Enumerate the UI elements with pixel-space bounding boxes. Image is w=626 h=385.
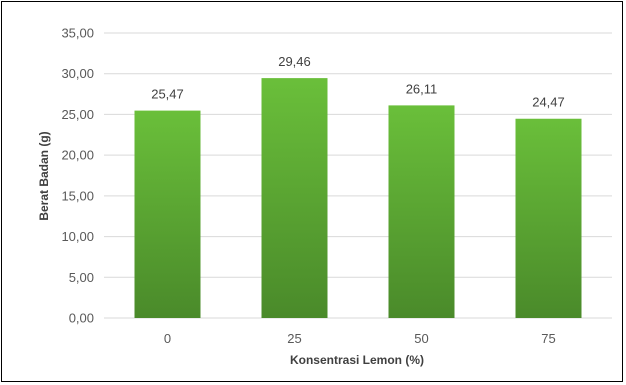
- bar-25: [261, 78, 328, 319]
- y-tick-label-5: 25,00: [61, 107, 94, 122]
- x-tick-label-75: 75: [541, 331, 555, 346]
- bars: [134, 78, 582, 319]
- bar-50: [388, 105, 455, 318]
- y-tick-label-1: 5,00: [69, 270, 94, 285]
- y-tick-label-7: 35,00: [61, 26, 94, 41]
- data-label-25: 29,46: [278, 54, 311, 69]
- data-label-75: 24,47: [532, 95, 565, 110]
- x-axis-ticks: 0 25 50 75: [164, 331, 556, 346]
- bar-0: [134, 110, 201, 318]
- y-axis-ticks: 0,00 5,00 10,00 15,00 20,00 25,00 30,00 35,00: [61, 26, 94, 326]
- x-tick-label-0: 0: [164, 331, 171, 346]
- bar-75: [515, 118, 582, 318]
- y-tick-label-6: 30,00: [61, 66, 94, 81]
- data-label-50: 26,11: [406, 81, 438, 96]
- y-tick-label-3: 15,00: [61, 188, 94, 203]
- x-tick-label-50: 50: [414, 331, 428, 346]
- y-tick-label-2: 10,00: [61, 229, 94, 244]
- x-axis-title: Konsentrasi Lemon (%): [290, 353, 424, 367]
- y-tick-label-0: 0,00: [69, 311, 94, 326]
- y-axis-title: Berat Badan (g): [37, 131, 51, 220]
- data-labels: 25,47 29,46 26,11 24,47: [151, 54, 565, 110]
- y-tick-label-4: 20,00: [61, 148, 94, 163]
- data-label-0: 25,47: [151, 87, 184, 102]
- x-tick-label-25: 25: [287, 331, 301, 346]
